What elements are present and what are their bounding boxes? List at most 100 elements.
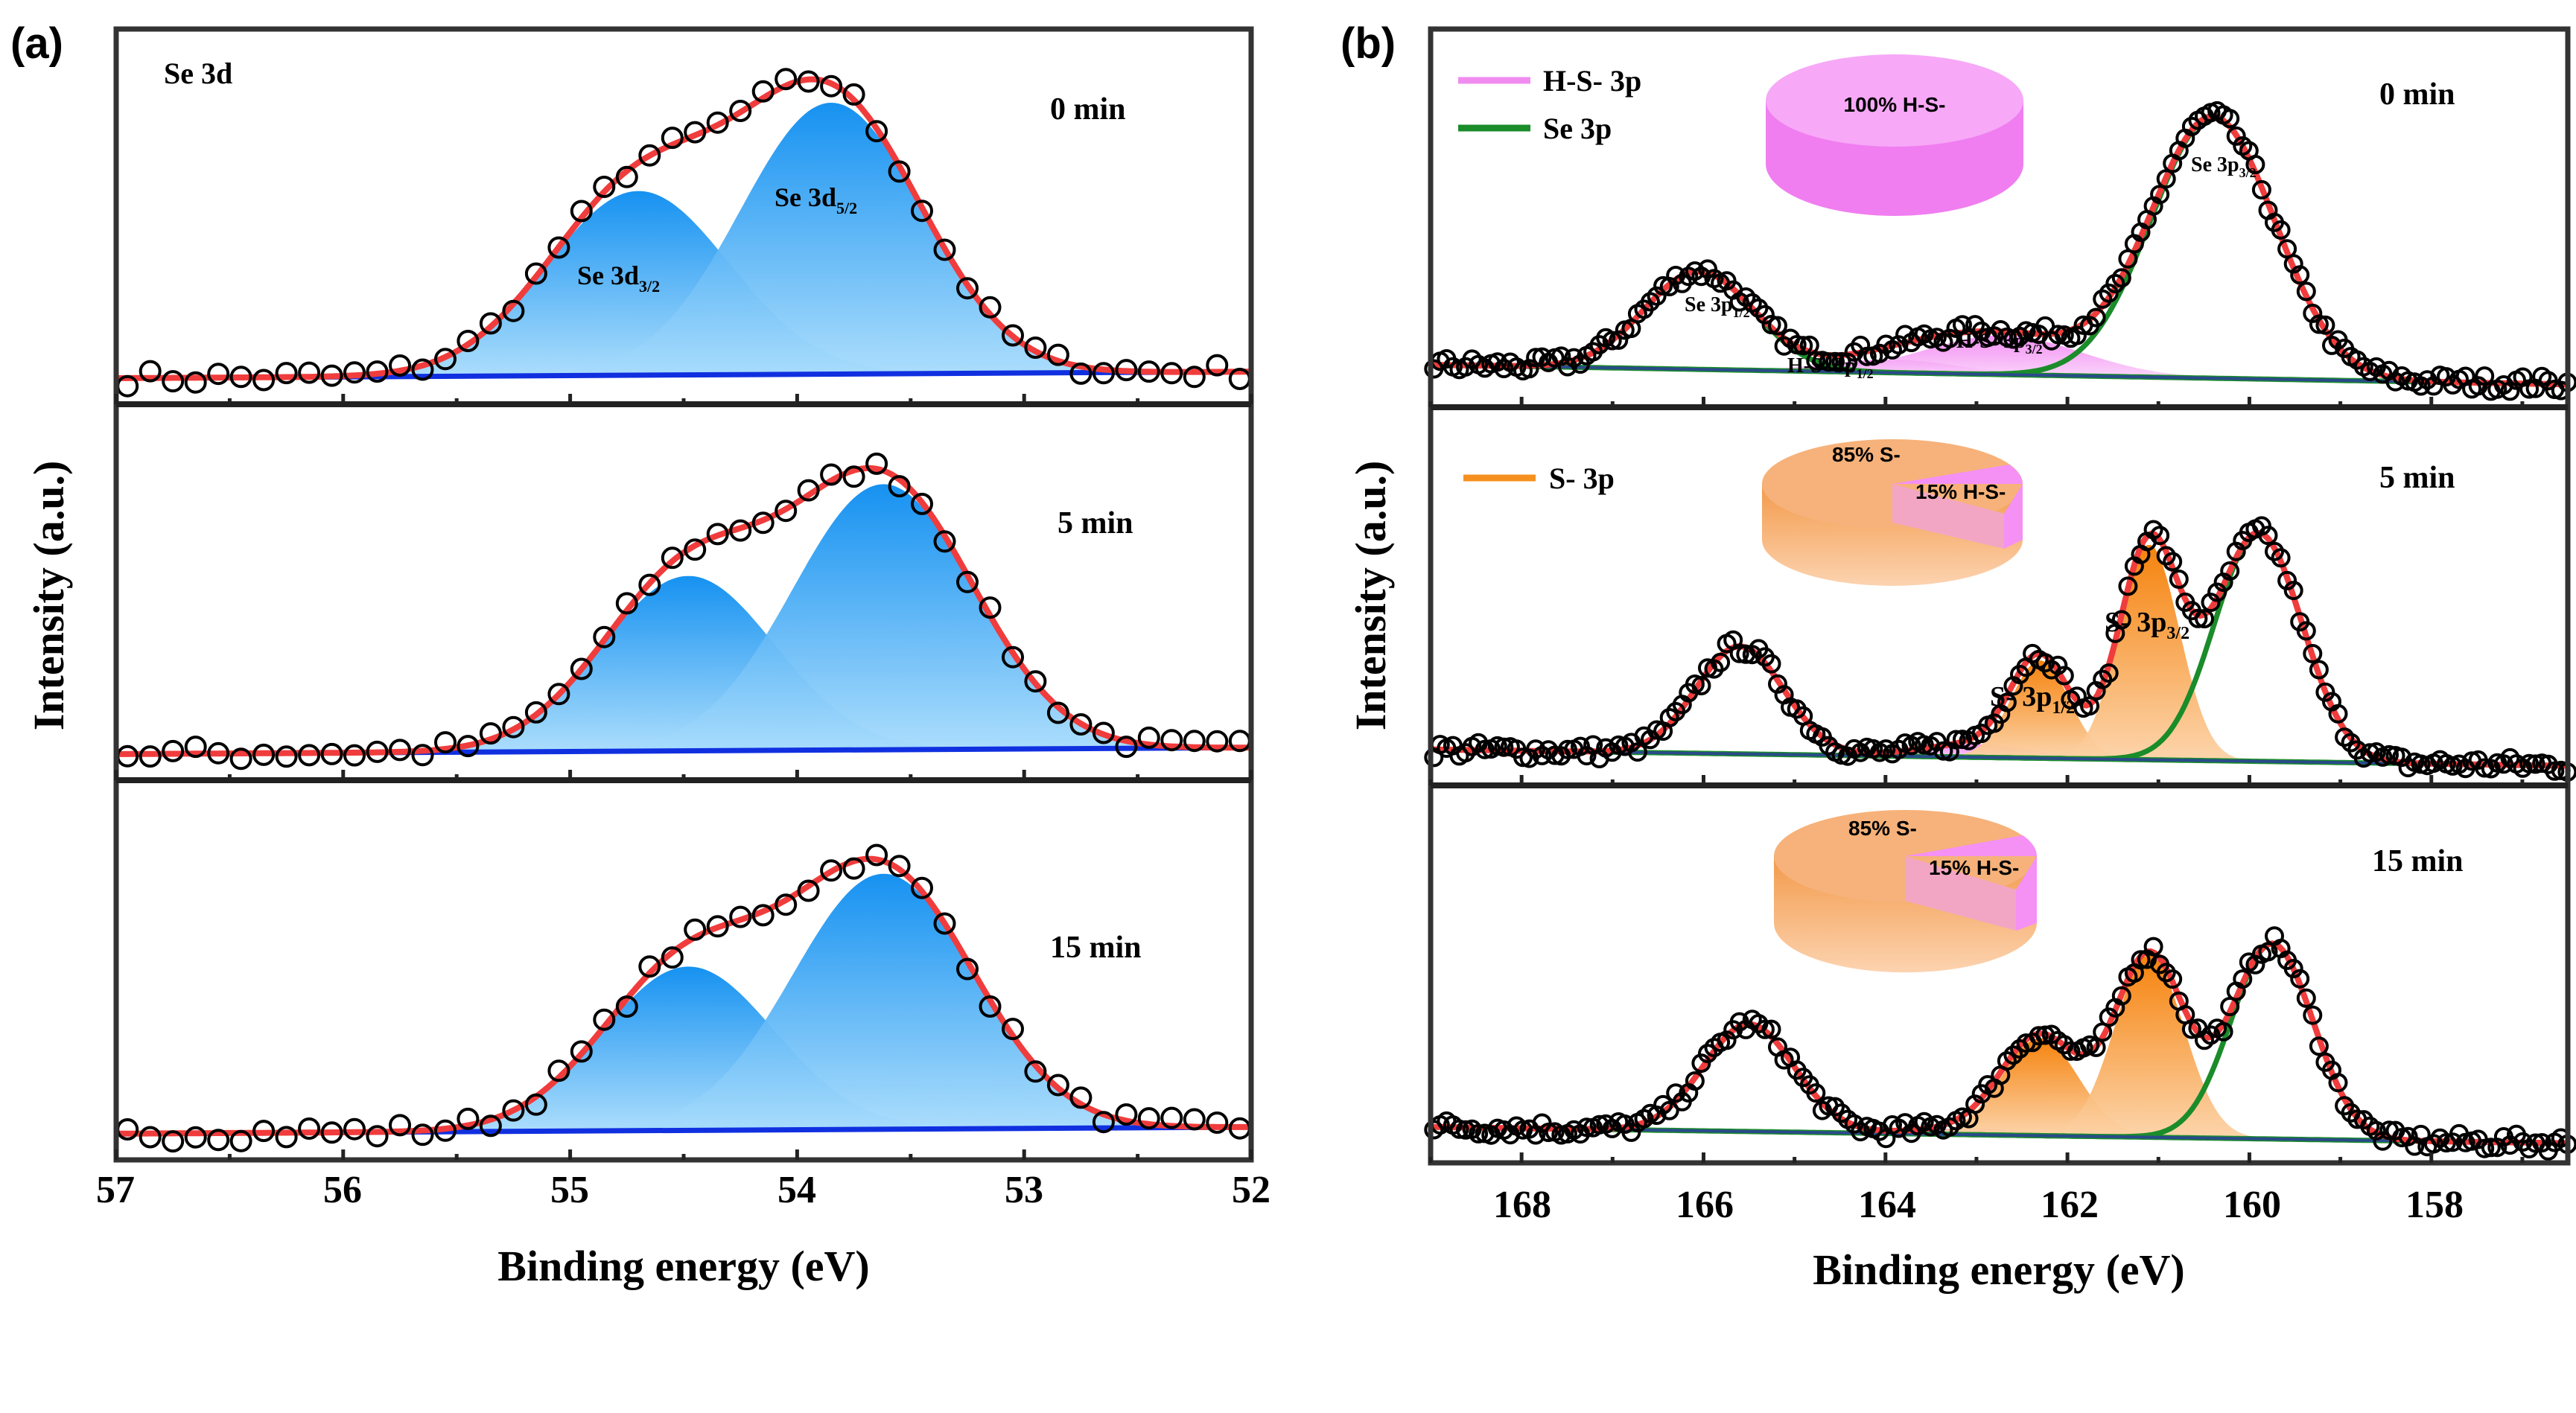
data-point — [502, 1099, 525, 1122]
data-point — [1825, 351, 1845, 371]
time-label-a-2: 15 min — [1050, 931, 1142, 965]
data-point — [1939, 1117, 1959, 1137]
data-point — [888, 475, 911, 498]
xtick-a-52: 52 — [1232, 1169, 1270, 1211]
data-point — [2111, 986, 2131, 1006]
data-point — [547, 683, 570, 706]
data-point — [229, 747, 252, 771]
data-point — [2436, 1133, 2456, 1152]
data-point — [1137, 360, 1160, 383]
pie-cut — [1905, 856, 2016, 931]
data-point — [2258, 942, 2278, 962]
data-point — [1889, 739, 1909, 759]
data-point — [1946, 730, 1966, 750]
data-point — [706, 915, 729, 938]
data-point — [184, 1126, 207, 1149]
data-point — [2251, 179, 2271, 200]
data-point — [570, 657, 593, 680]
data-point — [661, 127, 684, 150]
data-point — [275, 362, 298, 385]
data-point — [1183, 366, 1206, 389]
xlabel-b: Binding energy (eV) — [1813, 1245, 2184, 1294]
data-point — [343, 744, 366, 767]
data-point — [1046, 701, 1069, 724]
data-point — [956, 570, 979, 593]
data-point — [1831, 1103, 1851, 1123]
data-point — [751, 904, 775, 927]
data-point — [2181, 116, 2201, 136]
data-point — [2118, 576, 2138, 596]
data-point — [1456, 1120, 1475, 1140]
data-point — [2315, 682, 2335, 702]
legend-label-se3p: Se 3p — [1543, 112, 1612, 145]
data-point — [933, 530, 956, 553]
data-point — [1002, 645, 1024, 669]
data-point — [706, 111, 729, 134]
data-point — [1647, 286, 1667, 306]
data-point — [366, 360, 389, 383]
data-point — [2111, 610, 2131, 630]
data-point — [1475, 739, 1495, 759]
data-point — [547, 1059, 570, 1082]
xtick-b-160: 160 — [2223, 1184, 2281, 1226]
data-point — [2328, 1073, 2348, 1093]
data-point — [2233, 969, 2253, 989]
peak-Se-3d5-2 — [570, 484, 1198, 752]
data-point — [502, 299, 525, 322]
data-point — [434, 731, 457, 754]
data-point — [2099, 283, 2119, 303]
data-point — [2392, 747, 2412, 768]
legend-b: H-S- 3p Se 3p S- 3p — [1458, 64, 1641, 495]
data-point — [2201, 593, 2221, 613]
data-point — [1046, 1074, 1069, 1097]
legend-label-s: S- 3p — [1549, 462, 1615, 495]
data-point — [139, 745, 162, 768]
data-point — [615, 592, 638, 615]
data-point — [229, 366, 252, 389]
data-point — [524, 1093, 547, 1116]
data-point — [2156, 546, 2176, 566]
data-point — [797, 879, 820, 902]
data-point — [2029, 1026, 2049, 1046]
data-point — [2093, 669, 2113, 689]
data-point — [1806, 1083, 1826, 1103]
data-point — [2265, 541, 2284, 561]
pie-slice-hs — [1905, 835, 2037, 856]
data-point — [2163, 552, 2183, 572]
data-point — [162, 739, 185, 762]
data-point — [2061, 1041, 2081, 1061]
xtick-b-164: 164 — [1858, 1184, 1916, 1226]
peak-label-se3d32: Se 3d3/2 — [577, 261, 660, 296]
data-point — [684, 121, 707, 144]
data-point — [1799, 335, 1819, 355]
subplot-0-min — [115, 68, 1252, 398]
data-point — [2493, 375, 2513, 395]
data-point — [2093, 289, 2113, 309]
data-point — [411, 1123, 434, 1146]
peak-H-S-3p3-2 — [1783, 335, 2223, 379]
pie-slice-hs — [1892, 465, 2023, 484]
data-point — [797, 479, 820, 502]
data-point — [366, 1125, 389, 1148]
data-point — [139, 1126, 162, 1149]
data-point — [479, 312, 502, 335]
data-point — [343, 361, 366, 384]
data-point — [1621, 1122, 1641, 1142]
data-point — [2493, 754, 2513, 774]
xtick-a-55: 55 — [550, 1169, 589, 1211]
data-point — [1206, 1111, 1229, 1134]
data-point — [2545, 761, 2565, 781]
data-point — [2143, 937, 2163, 957]
data-point — [389, 354, 411, 377]
data-point — [2519, 753, 2540, 774]
data-point — [842, 83, 865, 106]
data-point — [1819, 352, 1839, 372]
data-point — [1069, 362, 1093, 385]
data-point — [2150, 526, 2170, 546]
data-point — [320, 364, 343, 387]
time-label-a-0: 0 min — [1050, 92, 1126, 127]
data-point — [1984, 326, 2004, 346]
data-point — [2283, 581, 2303, 601]
data-point — [207, 741, 230, 765]
data-point — [1526, 348, 1546, 368]
